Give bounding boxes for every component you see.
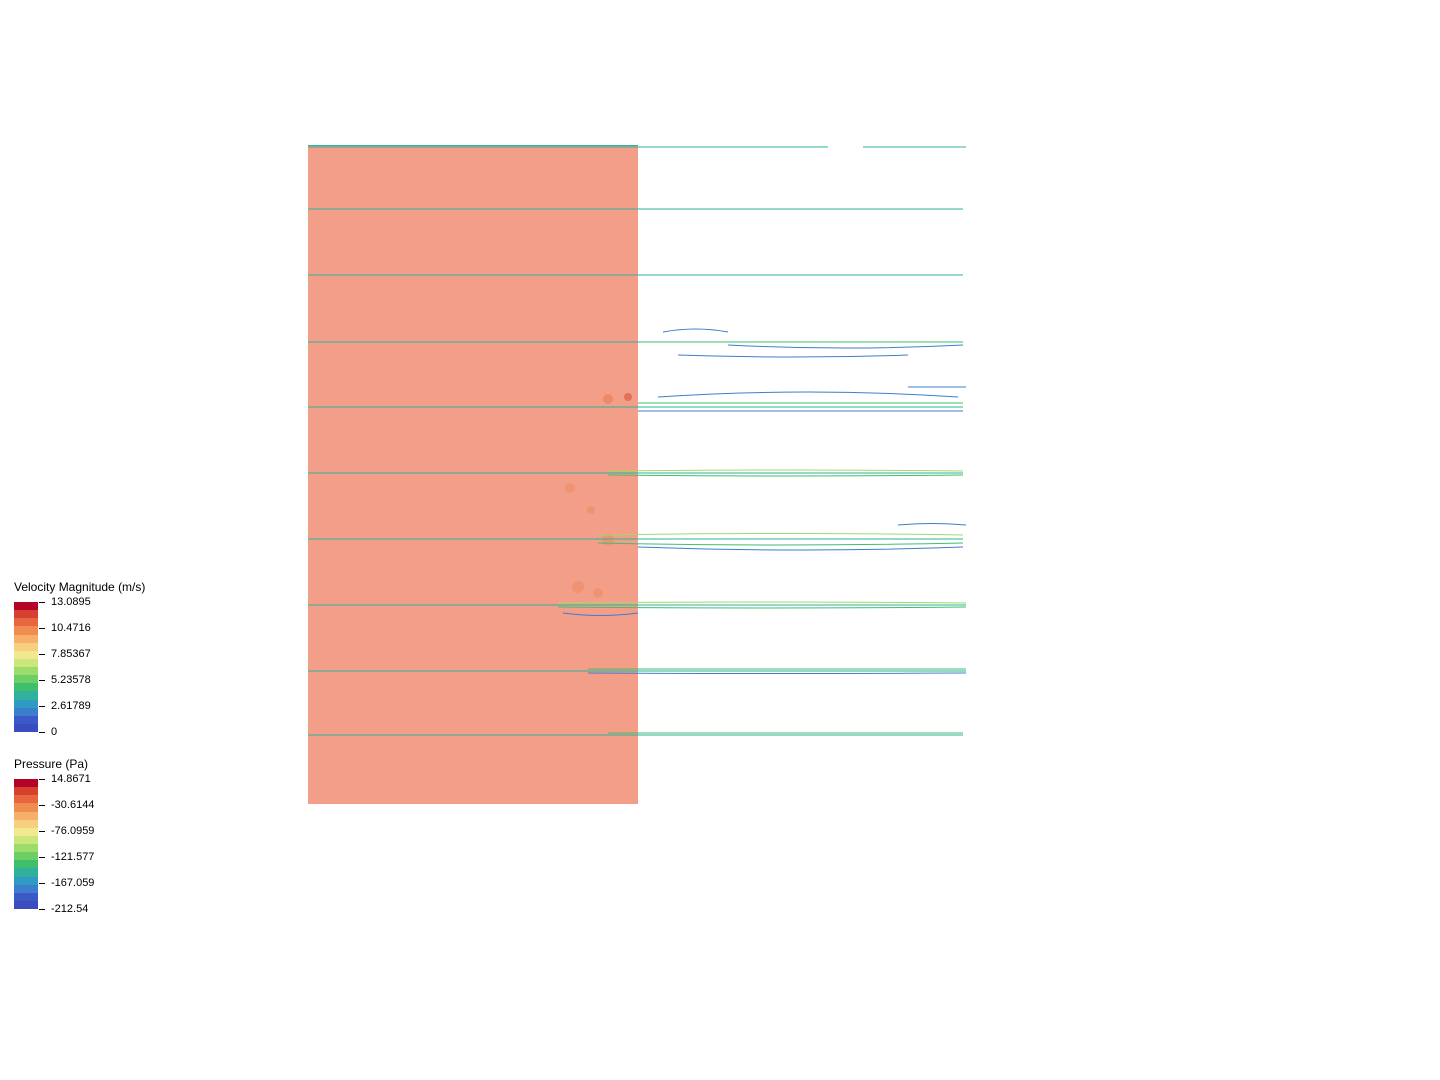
streamlines	[308, 145, 966, 803]
pressure-hotspot	[603, 394, 613, 404]
legend-tick-label: -76.0959	[51, 825, 94, 837]
legend-velocity-title: Velocity Magnitude (m/s)	[14, 580, 145, 594]
legend-tick-label: -212.54	[51, 903, 88, 915]
pressure-hotspot	[587, 506, 595, 514]
streamline	[598, 534, 963, 536]
streamline	[658, 392, 958, 397]
streamline	[678, 355, 908, 357]
legend-velocity-ticks	[39, 602, 49, 732]
legend-tick-label: 13.0895	[51, 596, 91, 608]
legend-tick-label: 7.85367	[51, 648, 91, 660]
pressure-hotspot	[572, 581, 584, 593]
legend-pressure-ticks	[39, 779, 49, 909]
streamline	[588, 673, 966, 674]
legend-pressure: Pressure (Pa) 14.8671-30.6144-76.0959-12…	[14, 757, 88, 909]
legend-velocity: Velocity Magnitude (m/s) 13.0895 10.4716 7…	[14, 580, 145, 732]
streamline	[558, 607, 966, 608]
legend-pressure-title: Pressure (Pa)	[14, 757, 88, 771]
legend-tick-label: 5.23578	[51, 674, 91, 686]
legend-pressure-colorbar	[14, 779, 38, 909]
legend-pressure-body: 14.8671-30.6144-76.0959-121.577-167.059-…	[14, 779, 88, 909]
cfd-visualization: Velocity Magnitude (m/s) 13.0895 10.4716 7…	[0, 0, 1440, 1080]
legend-tick-label: -30.6144	[51, 799, 94, 811]
legend-velocity-body: 13.089510.47167.853675.235782.617890	[14, 602, 145, 732]
pressure-hotspot	[624, 393, 632, 401]
pressure-hotspot	[602, 534, 614, 546]
streamline	[598, 543, 963, 545]
legend-tick-label: -121.577	[51, 851, 94, 863]
streamline	[563, 613, 638, 616]
streamline	[608, 470, 963, 471]
streamline	[898, 524, 966, 526]
legend-tick-label: 0	[51, 726, 57, 738]
legend-tick-label: -167.059	[51, 877, 94, 889]
streamline	[638, 547, 963, 550]
streamline	[728, 345, 963, 348]
pressure-hotspot	[565, 483, 575, 493]
legend-tick-label: 10.4716	[51, 622, 91, 634]
streamline	[663, 329, 728, 332]
pressure-hotspot	[593, 588, 603, 598]
streamline	[608, 475, 963, 476]
legend-velocity-colorbar	[14, 602, 38, 732]
streamline	[558, 602, 966, 603]
legend-tick-label: 2.61789	[51, 700, 91, 712]
flow-field	[308, 145, 966, 803]
legend-tick-label: 14.8671	[51, 773, 91, 785]
